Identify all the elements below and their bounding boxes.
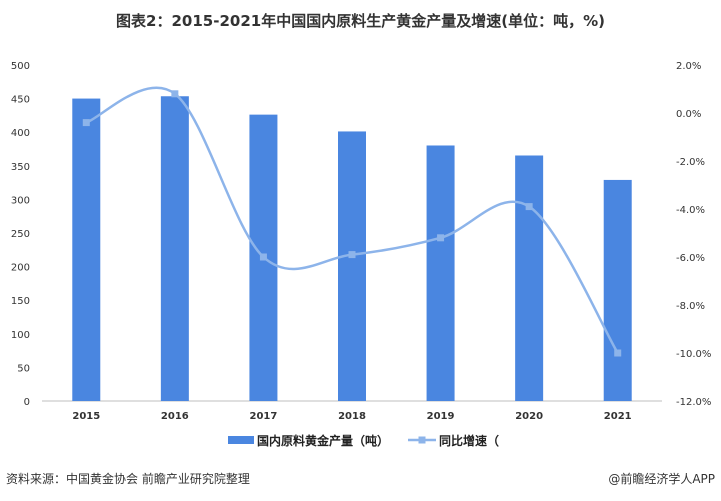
- left-axis-tick: 400: [11, 128, 30, 139]
- left-axis-tick: 500: [11, 61, 30, 72]
- legend-bar-swatch: [228, 436, 254, 444]
- legend-line-marker: [418, 436, 426, 444]
- x-axis-tick: 2018: [338, 411, 366, 422]
- left-axis-tick: 300: [11, 195, 30, 206]
- right-axis-tick: -12.0%: [676, 397, 711, 408]
- credit-note: @前瞻经济学人APP: [608, 472, 715, 486]
- right-axis-tick: -10.0%: [676, 349, 711, 360]
- right-axis-tick: 0.0%: [676, 109, 701, 120]
- left-axis-tick: 200: [11, 263, 30, 274]
- bar-2021: [603, 179, 632, 401]
- right-axis-tick: -2.0%: [676, 157, 705, 168]
- bar-2020: [515, 155, 544, 401]
- right-axis-tick: -4.0%: [676, 205, 705, 216]
- x-axis-tick: 2017: [250, 411, 278, 422]
- growth-point-2016: [171, 90, 179, 98]
- growth-point-2020: [525, 203, 533, 211]
- growth-point-2017: [259, 253, 267, 261]
- legend-line-label: 同比增速（: [439, 433, 499, 448]
- growth-point-2018: [348, 251, 356, 259]
- left-axis-tick: 100: [11, 330, 30, 341]
- x-axis-tick: 2019: [427, 411, 455, 422]
- legend-bar-label: 国内原料黄金产量（吨）: [257, 433, 389, 448]
- bar-2019: [426, 145, 455, 401]
- x-axis-tick: 2016: [161, 411, 189, 422]
- x-axis-tick: 2021: [604, 411, 632, 422]
- source-note: 资料来源：中国黄金协会 前瞻产业研究院整理: [6, 472, 250, 486]
- left-axis-tick: 50: [17, 363, 30, 374]
- chart-title: 图表2：2015-2021年中国国内原料生产黄金产量及增速(单位：吨，%): [116, 12, 605, 30]
- left-axis-tick: 450: [11, 95, 30, 106]
- growth-point-2019: [437, 234, 445, 242]
- right-axis-tick: -8.0%: [676, 301, 705, 312]
- left-axis-tick: 0: [24, 397, 30, 408]
- left-axis-tick: 150: [11, 296, 30, 307]
- right-axis-tick: -6.0%: [676, 253, 705, 264]
- x-axis-tick: 2020: [515, 411, 543, 422]
- x-axis-tick: 2015: [72, 411, 100, 422]
- left-axis-tick: 350: [11, 162, 30, 173]
- growth-point-2015: [82, 119, 90, 127]
- bar-2018: [338, 131, 366, 401]
- growth-point-2021: [614, 349, 622, 357]
- left-axis-tick: 250: [11, 229, 30, 240]
- chart-svg: 0 50 100 150 200 250 300 350 400 450 500 -12.0% -10.…: [11, 61, 711, 448]
- right-axis-tick: 2.0%: [676, 61, 701, 72]
- bar-2015: [72, 98, 101, 401]
- bar-2016: [160, 96, 189, 401]
